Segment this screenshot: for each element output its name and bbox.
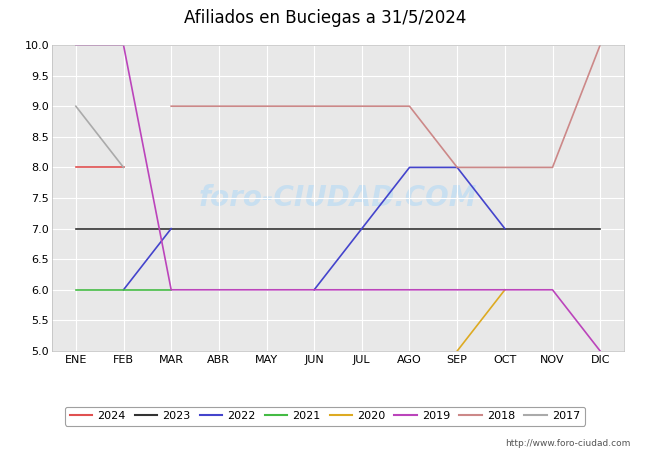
2018 — [406, 104, 413, 109]
2018 — [596, 42, 604, 48]
2018 — [549, 165, 556, 170]
2018 — [263, 104, 270, 109]
2022 — [167, 226, 175, 231]
2023 — [596, 226, 604, 231]
2023 — [549, 226, 556, 231]
2020 — [501, 287, 509, 292]
2018 — [358, 104, 366, 109]
2017 — [72, 104, 80, 109]
2019 — [120, 42, 127, 48]
Legend: 2024, 2023, 2022, 2021, 2020, 2019, 2018, 2017: 2024, 2023, 2022, 2021, 2020, 2019, 2018… — [65, 407, 585, 426]
2018 — [310, 104, 318, 109]
Line: 2017: 2017 — [76, 106, 124, 167]
2018 — [453, 165, 461, 170]
2023 — [120, 226, 127, 231]
Text: foro-CIUDAD.COM: foro-CIUDAD.COM — [199, 184, 477, 212]
2023 — [167, 226, 175, 231]
Line: 2020: 2020 — [457, 290, 505, 351]
2020 — [453, 348, 461, 354]
2023 — [263, 226, 270, 231]
2018 — [215, 104, 223, 109]
Text: http://www.foro-ciudad.com: http://www.foro-ciudad.com — [505, 439, 630, 448]
2019 — [549, 287, 556, 292]
2019 — [215, 287, 223, 292]
2018 — [167, 104, 175, 109]
2023 — [358, 226, 366, 231]
2019 — [263, 287, 270, 292]
2018 — [501, 165, 509, 170]
2024 — [72, 165, 80, 170]
2019 — [453, 287, 461, 292]
2019 — [358, 287, 366, 292]
2023 — [501, 226, 509, 231]
2023 — [406, 226, 413, 231]
2021 — [72, 287, 80, 292]
2017 — [120, 165, 127, 170]
2024 — [120, 165, 127, 170]
2021 — [120, 287, 127, 292]
Line: 2018: 2018 — [171, 45, 600, 167]
2023 — [215, 226, 223, 231]
2019 — [406, 287, 413, 292]
2019 — [72, 42, 80, 48]
Line: 2022: 2022 — [124, 229, 171, 290]
2023 — [310, 226, 318, 231]
2019 — [501, 287, 509, 292]
2022 — [120, 287, 127, 292]
2021 — [167, 287, 175, 292]
2023 — [72, 226, 80, 231]
2019 — [596, 348, 604, 354]
Line: 2019: 2019 — [76, 45, 600, 351]
2019 — [310, 287, 318, 292]
2019 — [167, 287, 175, 292]
Text: Afiliados en Buciegas a 31/5/2024: Afiliados en Buciegas a 31/5/2024 — [184, 9, 466, 27]
2023 — [453, 226, 461, 231]
